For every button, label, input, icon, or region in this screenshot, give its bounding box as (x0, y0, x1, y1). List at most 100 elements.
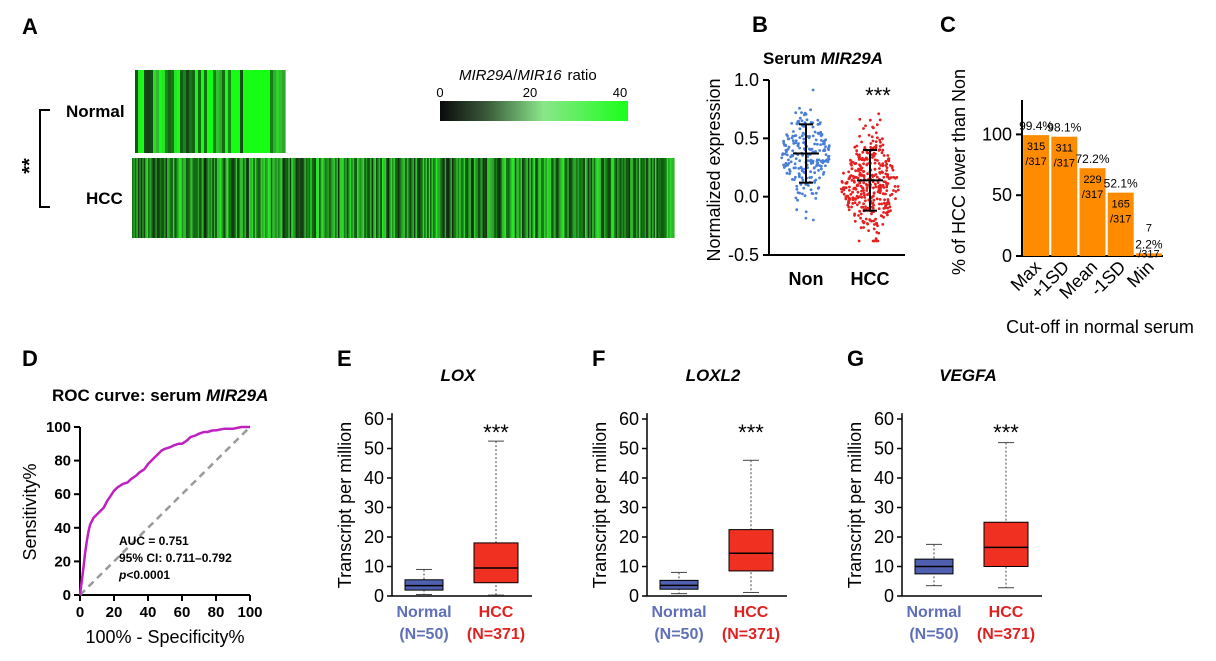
scatter-point (893, 185, 897, 188)
heatmap-cell (438, 158, 441, 238)
heatmap-cell (501, 158, 504, 238)
heatmap-cell (473, 158, 476, 238)
panel-c-yticks: 100 50 0 (982, 124, 1022, 266)
heatmap-cell (159, 70, 163, 153)
heatmap-cell (367, 158, 370, 238)
heatmap-cell (665, 158, 668, 238)
heatmap-cell (292, 158, 295, 238)
heatmap-cell (207, 70, 211, 153)
scatter-point (862, 191, 866, 195)
heatmap-cell (348, 158, 351, 238)
scatter-point (871, 156, 874, 159)
colorbar-title: MIR29A/MIR16 ratio (459, 67, 597, 84)
scatter-point (840, 187, 843, 191)
heatmap-cell (165, 158, 168, 238)
bar-pct-label: 2.2% (1135, 237, 1163, 251)
scatter-point (855, 149, 859, 153)
scatter-point (819, 143, 822, 147)
panel-f-label: F (592, 346, 605, 371)
scatter-point (822, 170, 826, 174)
b-ytick-label: -0.5 (728, 245, 759, 265)
heatmap-cell (317, 158, 320, 238)
group-n-label: (N=371) (977, 626, 1035, 643)
heatmap-cell (248, 158, 251, 238)
scatter-point (798, 116, 802, 120)
scatter-point (792, 130, 795, 133)
colorbar-tick-0: 0 (436, 85, 443, 100)
scatter-point (818, 149, 822, 152)
heatmap-cell (145, 158, 148, 238)
scatter-point (787, 158, 790, 162)
scatter-point (807, 184, 810, 187)
heatmap-cell (650, 158, 653, 238)
scatter-point (842, 188, 846, 192)
scatter-point (873, 167, 877, 171)
scatter-point (785, 150, 788, 154)
heatmap-cell (396, 158, 399, 238)
heatmap-cell (529, 158, 532, 238)
scatter-point (789, 160, 793, 164)
heatmap-cell (228, 158, 231, 238)
boxplot-ytick-label: 30 (874, 498, 894, 518)
heatmap-cell (377, 158, 380, 238)
heatmap-cell (653, 158, 656, 238)
heatmap-cell (258, 70, 262, 153)
heatmap-cell (183, 70, 187, 153)
heatmap-cell (134, 158, 137, 238)
scatter-point (858, 195, 861, 199)
heatmap-cell (351, 158, 354, 238)
heatmap-cell (247, 158, 250, 238)
scatter-point (856, 183, 859, 187)
heatmap-cell (470, 158, 473, 238)
bar-total-label: /317 (1082, 189, 1103, 201)
scatter-point (882, 154, 886, 157)
heatmap-cell (625, 158, 628, 238)
heatmap-cell (345, 158, 348, 238)
heatmap-cell (573, 158, 576, 238)
boxplot-ytick-label: 40 (619, 468, 639, 488)
panel-b-xtick-hcc: HCC (851, 269, 890, 289)
heatmap-cell (565, 158, 568, 238)
heatmap-cell (392, 158, 395, 238)
heatmap-cell (374, 158, 377, 238)
heatmap-cell (384, 158, 387, 238)
heatmap-cell (457, 158, 460, 238)
heatmap-cell (441, 158, 444, 238)
heatmap-cell (355, 158, 358, 238)
boxplot-ytick-label: 50 (874, 439, 894, 459)
heatmap-cell (195, 70, 199, 153)
heatmap-cell (184, 158, 187, 238)
heatmap-cell (640, 158, 643, 238)
scatter-point (859, 226, 863, 230)
bar (1023, 135, 1050, 256)
scatter-point (813, 171, 817, 175)
heatmap-cell (143, 158, 146, 238)
heatmap-cell (201, 70, 205, 153)
heatmap-cell (561, 158, 564, 238)
colorbar-tick-20: 20 (523, 85, 537, 100)
heatmap-cell (672, 158, 675, 238)
heatmap-cell (282, 70, 286, 153)
heatmap-cell (390, 158, 393, 238)
heatmap-cell (308, 158, 311, 238)
scatter-point (873, 223, 876, 226)
bar-pct-label: 72.2% (1075, 152, 1109, 166)
group-label: HCC (734, 604, 769, 621)
heatmap-cell (415, 158, 418, 238)
heatmap-cell (608, 158, 611, 238)
heatmap-cell (225, 158, 228, 238)
heatmap-cell (636, 158, 639, 238)
scatter-point (847, 208, 851, 212)
scatter-point (887, 159, 891, 163)
heatmap-cell (234, 70, 238, 153)
heatmap-cell (320, 158, 323, 238)
heatmap-cell (215, 158, 218, 238)
scatter-point (885, 169, 888, 172)
scatter-point (818, 176, 821, 180)
heatmap-cell (446, 158, 449, 238)
bar-count-label: 229 (1083, 174, 1101, 186)
scatter-point (800, 119, 804, 123)
heatmap-cell (567, 158, 570, 238)
scatter-point (819, 139, 823, 142)
scatter-point (870, 135, 874, 139)
